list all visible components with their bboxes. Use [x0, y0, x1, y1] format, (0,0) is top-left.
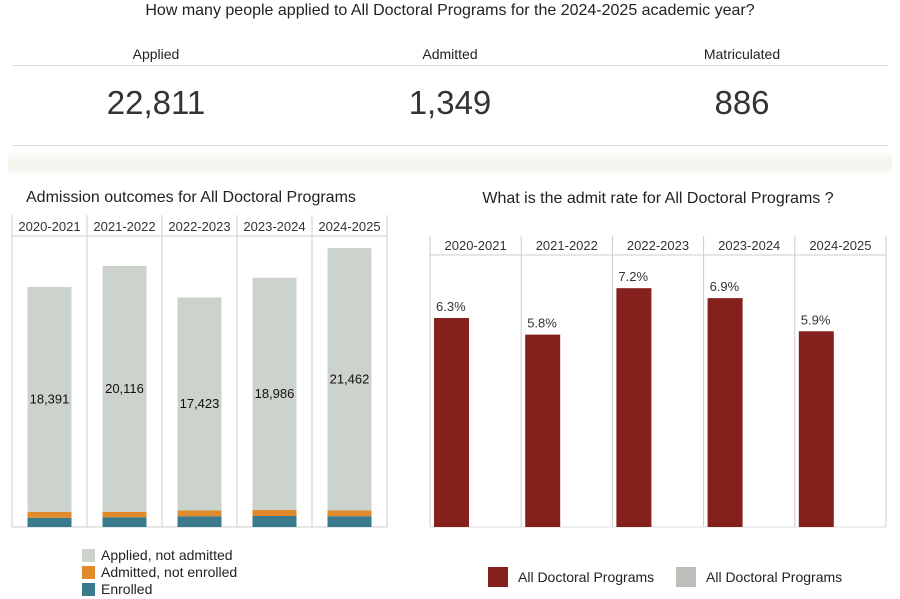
legend-label: All Doctoral Programs [706, 569, 843, 585]
bar-segment-applied-not-admitted [102, 265, 147, 512]
bar-segment-enrolled [327, 516, 372, 527]
legend-label: All Doctoral Programs [518, 569, 655, 585]
legend-swatch [82, 565, 95, 579]
data-label: 21,462 [330, 371, 370, 386]
bar-segment-admitted-not-enrolled [177, 510, 222, 517]
column-header: 2023-2024 [243, 219, 305, 234]
bar-segment-enrolled [27, 517, 72, 527]
data-label: 6.3% [436, 299, 466, 314]
column-header: 2022-2023 [168, 219, 230, 234]
bar-segment-applied-not-admitted [177, 297, 222, 511]
legend-swatch [82, 548, 95, 562]
admit-rate-bar [616, 288, 652, 527]
column-header: 2024-2025 [809, 238, 871, 253]
data-label: 7.2% [618, 269, 648, 284]
column-header: 2023-2024 [718, 238, 780, 253]
legend-swatch [488, 567, 508, 587]
column-header: 2020-2021 [18, 219, 80, 234]
outcomes-chart-title: Admission outcomes for All Doctoral Prog… [26, 189, 356, 206]
bar-segment-enrolled [177, 516, 222, 527]
column-header: 2024-2025 [318, 219, 380, 234]
data-label: 17,423 [180, 396, 220, 411]
kpi-applied-label: Applied [132, 46, 180, 62]
kpi-admitted-label: Admitted [422, 46, 478, 62]
divider [12, 145, 888, 146]
outcomes-legend: Applied, not admitted Admitted, not enro… [82, 547, 237, 597]
admit-rate-bar [707, 298, 743, 527]
data-label: 6.9% [710, 279, 740, 294]
bar-segment-admitted-not-enrolled [252, 509, 297, 516]
bar-segment-applied-not-admitted [252, 277, 297, 510]
section-band [8, 150, 892, 176]
admit-rate-chart-title: What is the admit rate for All Doctoral … [482, 190, 834, 207]
outcomes-chart: 2020-2021 18,391 2021-2022 20,116 2022-2023 1… [11, 215, 388, 528]
admit-legend-item-1: All Doctoral Programs [488, 567, 654, 587]
admit-rate-bar [434, 318, 469, 527]
data-label: 20,116 [105, 381, 144, 396]
bar-segment-enrolled [102, 517, 147, 527]
kpi-matriculated-label: Matriculated [703, 46, 781, 62]
legend-label: Admitted, not enrolled [101, 564, 238, 580]
data-label: 18,986 [255, 386, 295, 401]
legend-swatch [82, 582, 95, 596]
admit-legend-item-2: All Doctoral Programs [676, 567, 842, 587]
data-label: 5.9% [801, 312, 831, 327]
bar-segment-admitted-not-enrolled [102, 511, 147, 518]
divider [12, 65, 888, 66]
legend-swatch [676, 567, 696, 587]
bar-segment-admitted-not-enrolled [27, 511, 72, 518]
bar-segment-applied-not-admitted [327, 248, 372, 511]
column-header: 2021-2022 [93, 219, 155, 234]
bar-segment-enrolled [252, 515, 297, 527]
bar-segment-admitted-not-enrolled [327, 510, 372, 517]
legend-item-enrolled: Enrolled [82, 581, 237, 597]
legend-label: Applied, not admitted [101, 547, 233, 563]
admit-rate-chart: 2020-2021 6.3% 2021-2022 5.8% 2022-2023 7.2% 2… [429, 236, 887, 528]
page-question: How many people applied to All Doctoral … [145, 2, 755, 19]
column-header: 2021-2022 [536, 238, 598, 253]
bar-segment-applied-not-admitted [27, 286, 72, 512]
legend-item-admitted: Admitted, not enrolled [82, 564, 237, 580]
kpi-admitted-value: 1,349 [408, 84, 492, 121]
column-header: 2020-2021 [445, 238, 507, 253]
legend-label: Enrolled [101, 581, 153, 597]
data-label: 5.8% [527, 316, 557, 331]
column-header: 2022-2023 [627, 238, 689, 253]
admit-rate-bar [525, 334, 561, 527]
admit-rate-bar [798, 331, 834, 527]
kpi-applied-value: 22,811 [106, 84, 206, 121]
legend-item-applied: Applied, not admitted [82, 547, 237, 563]
kpi-matriculated-value: 886 [714, 84, 770, 121]
data-label: 18,391 [30, 391, 70, 406]
